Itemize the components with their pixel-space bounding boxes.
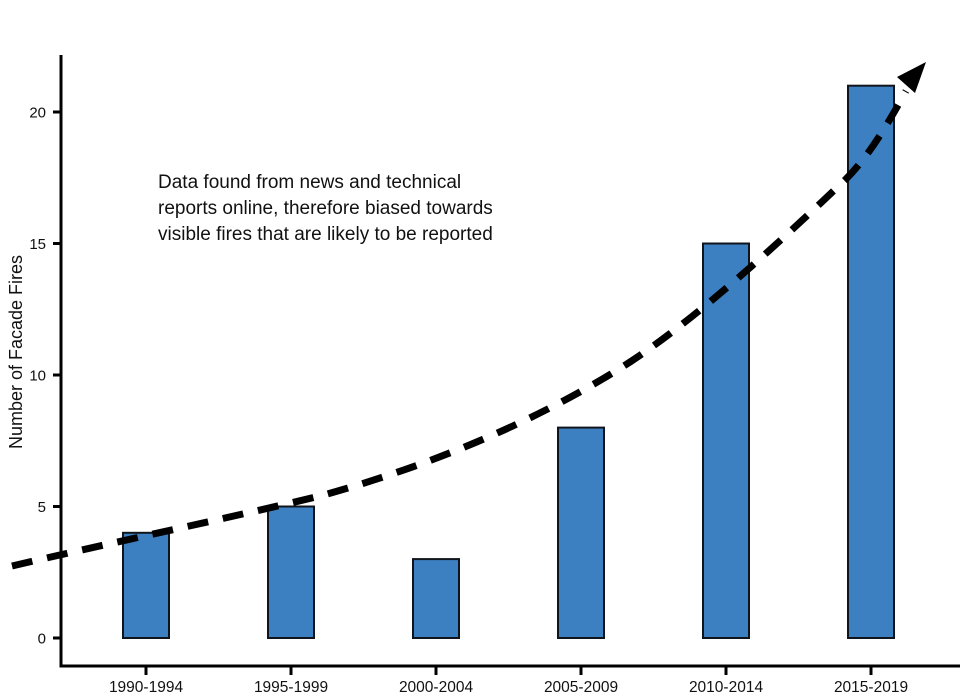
x-tick-label: 2010-2014	[689, 679, 764, 696]
trend-arrow-line	[11, 89, 910, 570]
x-tick-label: 1995-1999	[254, 679, 328, 696]
y-tick-label: 15	[29, 236, 46, 253]
x-tick-label: 2005-2009	[544, 679, 618, 696]
y-tick-label: 20	[29, 105, 46, 122]
y-tick-label: 0	[38, 631, 46, 648]
bar	[412, 558, 460, 639]
x-tick-label: 2000-2004	[399, 679, 474, 696]
y-axis-ticks: 0 5 10 15 20	[29, 105, 61, 648]
bar	[557, 426, 605, 639]
bar	[267, 505, 315, 639]
annotation-line: reports online, therefore biased towards	[158, 198, 493, 219]
bars-group	[122, 84, 895, 639]
bar	[847, 84, 895, 639]
y-tick-label: 10	[29, 368, 46, 385]
x-axis-ticks: 1990-1994 1995-1999 2000-2004 2005-2009 2010…	[109, 666, 908, 696]
y-tick-label: 5	[38, 499, 46, 516]
chart-annotation: Data found from news and technical repor…	[158, 170, 493, 248]
x-tick-label: 2015-2019	[834, 679, 908, 696]
annotation-line: Data found from news and technical	[158, 172, 462, 193]
trend-arrowhead-icon	[897, 62, 926, 93]
annotation-line: visible fires that are likely to be repo…	[158, 224, 493, 245]
x-tick-label: 1990-1994	[109, 679, 184, 696]
bar	[122, 531, 170, 639]
y-axis-title: Number of Facade Fires	[6, 254, 26, 450]
bar	[702, 242, 750, 639]
